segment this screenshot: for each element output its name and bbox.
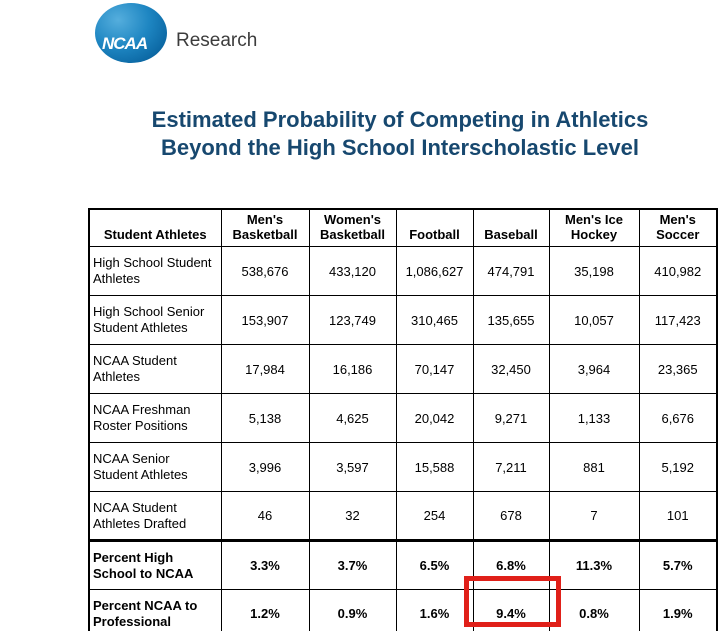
row-label: NCAA Freshman Roster Positions xyxy=(88,393,222,443)
table-cell: 5,138 xyxy=(220,393,310,443)
table-cell: 538,676 xyxy=(220,246,310,296)
table-cell: 10,057 xyxy=(548,295,640,345)
table-cell: 1,133 xyxy=(548,393,640,443)
table-cell: 5,192 xyxy=(638,442,718,492)
ncaa-research-header: NCAA Research xyxy=(95,3,345,65)
table-row-percent-ncaa-to-pro: Percent NCAA to Professional 1.2% 0.9% 1… xyxy=(88,589,718,631)
table-row: NCAA Senior Student Athletes 3,996 3,597… xyxy=(88,442,718,492)
row-label: NCAA Student Athletes Drafted xyxy=(88,491,222,542)
table-cell: 474,791 xyxy=(472,246,550,296)
table-cell: 6,676 xyxy=(638,393,718,443)
probability-table: Student Athletes Men's Basketball Women'… xyxy=(88,208,718,631)
table-row: NCAA Student Athletes Drafted 46 32 254 … xyxy=(88,491,718,542)
ncaa-logo-icon: NCAA xyxy=(95,3,167,63)
ncaa-logo-text: NCAA xyxy=(102,34,148,53)
highlighted-cell: 9.4% xyxy=(472,589,550,631)
table-cell: 3.7% xyxy=(308,540,397,590)
table-cell: 135,655 xyxy=(472,295,550,345)
table-cell: 32,450 xyxy=(472,344,550,394)
table-cell: 11.3% xyxy=(548,540,640,590)
table-cell: 3.3% xyxy=(220,540,310,590)
table-cell: 153,907 xyxy=(220,295,310,345)
col-header-womens-basketball: Women's Basketball xyxy=(308,208,397,247)
col-header-football: Football xyxy=(395,208,474,247)
row-label: NCAA Student Athletes xyxy=(88,344,222,394)
table-header-row: Student Athletes Men's Basketball Women'… xyxy=(88,208,718,247)
page-title: Estimated Probability of Competing in At… xyxy=(75,106,725,162)
table-cell: 15,588 xyxy=(395,442,474,492)
col-header-baseball: Baseball xyxy=(472,208,550,247)
table-cell: 20,042 xyxy=(395,393,474,443)
table-cell: 410,982 xyxy=(638,246,718,296)
table-cell: 678 xyxy=(472,491,550,542)
row-label: High School Student Athletes xyxy=(88,246,222,296)
table-cell: 1.6% xyxy=(395,589,474,631)
table-cell: 117,423 xyxy=(638,295,718,345)
table-cell: 35,198 xyxy=(548,246,640,296)
row-label: NCAA Senior Student Athletes xyxy=(88,442,222,492)
table-cell: 101 xyxy=(638,491,718,542)
col-header-mens-soccer: Men's Soccer xyxy=(638,208,718,247)
table-cell: 23,365 xyxy=(638,344,718,394)
page-title-line1: Estimated Probability of Competing in At… xyxy=(151,107,649,132)
row-label: High School Senior Student Athletes xyxy=(88,295,222,345)
table-row: High School Student Athletes 538,676 433… xyxy=(88,246,718,296)
table-cell: 1.2% xyxy=(220,589,310,631)
table-cell: 881 xyxy=(548,442,640,492)
table-cell: 3,597 xyxy=(308,442,397,492)
table-cell: 123,749 xyxy=(308,295,397,345)
table-cell: 16,186 xyxy=(308,344,397,394)
table-row-percent-hs-to-ncaa: Percent High School to NCAA 3.3% 3.7% 6.… xyxy=(88,540,718,590)
table-cell: 0.9% xyxy=(308,589,397,631)
table-cell: 6.5% xyxy=(395,540,474,590)
table-cell: 0.8% xyxy=(548,589,640,631)
table-cell: 1,086,627 xyxy=(395,246,474,296)
table-cell: 5.7% xyxy=(638,540,718,590)
brand-label: Research xyxy=(176,30,258,51)
table-cell: 46 xyxy=(220,491,310,542)
table-row: High School Senior Student Athletes 153,… xyxy=(88,295,718,345)
table-cell: 1.9% xyxy=(638,589,718,631)
table-cell: 433,120 xyxy=(308,246,397,296)
table-row: NCAA Student Athletes 17,984 16,186 70,1… xyxy=(88,344,718,394)
row-label: Percent High School to NCAA xyxy=(88,540,222,590)
table-cell: 7,211 xyxy=(472,442,550,492)
table-cell: 17,984 xyxy=(220,344,310,394)
table-cell: 310,465 xyxy=(395,295,474,345)
col-header-mens-basketball: Men's Basketball xyxy=(220,208,310,247)
table-cell: 70,147 xyxy=(395,344,474,394)
table-row: NCAA Freshman Roster Positions 5,138 4,6… xyxy=(88,393,718,443)
page-title-line2: Beyond the High School Interscholastic L… xyxy=(161,135,639,160)
row-label: Percent NCAA to Professional xyxy=(88,589,222,631)
table-cell: 254 xyxy=(395,491,474,542)
col-header-student-athletes: Student Athletes xyxy=(88,208,222,247)
table-cell: 3,964 xyxy=(548,344,640,394)
table-cell: 9,271 xyxy=(472,393,550,443)
table-cell: 32 xyxy=(308,491,397,542)
table-cell: 7 xyxy=(548,491,640,542)
table-cell: 3,996 xyxy=(220,442,310,492)
table-cell: 6.8% xyxy=(472,540,550,590)
table-cell: 4,625 xyxy=(308,393,397,443)
col-header-mens-ice-hockey: Men's Ice Hockey xyxy=(548,208,640,247)
